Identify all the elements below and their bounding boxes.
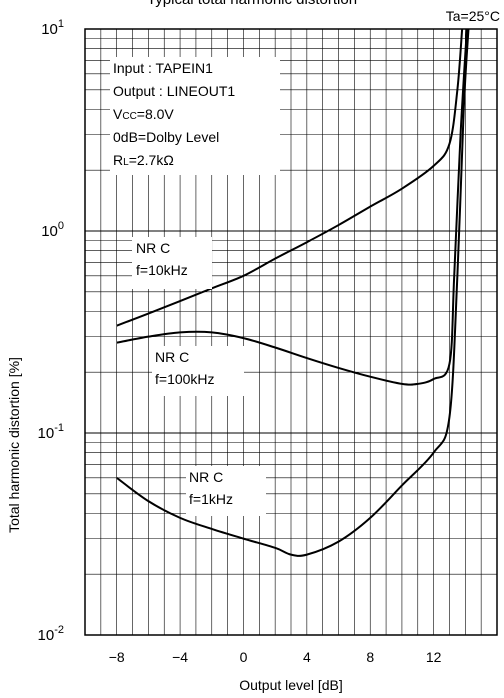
label-bg-10khz <box>132 237 212 289</box>
x-tick-label: −8 <box>109 649 125 665</box>
condition-input: Input : TAPEIN1 <box>113 60 213 76</box>
x-tick-label: −4 <box>172 649 188 665</box>
condition-vcc: VCC=8.0V <box>113 106 174 122</box>
y-tick-label: 100 <box>41 220 64 240</box>
x-tick-label: 8 <box>366 649 374 665</box>
y-axis-ticks: 101 100 10-1 10-2 <box>38 18 64 644</box>
series-line <box>116 28 470 557</box>
series-labels: NR C f=10kHz NR C f=100kHz NR C f=1kHz <box>132 237 266 516</box>
plot-frame <box>84 28 498 636</box>
y-tick-label: 10-2 <box>38 624 64 644</box>
label-100khz-line2: f=100kHz <box>155 371 215 387</box>
label-10khz-line2: f=10kHz <box>136 262 188 278</box>
x-tick-label: 4 <box>303 649 311 665</box>
label-bg-1khz <box>186 466 266 516</box>
x-axis-ticks: −8 −4 0 4 8 12 <box>109 649 442 665</box>
conditions-box: Input : TAPEIN1 Output : LINEOUT1 VCC=8.… <box>110 57 280 175</box>
y-tick-label: 10-1 <box>38 422 64 442</box>
label-1khz-line2: f=1kHz <box>189 491 233 507</box>
temperature-note: Ta=25°C <box>446 8 500 24</box>
series-curves <box>116 28 470 557</box>
label-10khz-line1: NR C <box>136 240 170 256</box>
y-axis-label: Total harmonic distortion [%] <box>6 357 22 533</box>
series-line <box>116 28 468 386</box>
x-axis-label: Output level [dB] <box>239 677 343 693</box>
y-tick-label: 101 <box>41 18 64 38</box>
chart-title: Typical total harmonic distortion <box>147 0 357 8</box>
condition-output: Output : LINEOUT1 <box>113 83 235 99</box>
label-bg-100khz <box>152 346 244 396</box>
label-1khz-line1: NR C <box>189 469 223 485</box>
x-tick-label: 12 <box>426 649 442 665</box>
series-line <box>116 28 464 327</box>
label-100khz-line1: NR C <box>155 349 189 365</box>
x-tick-label: 0 <box>240 649 248 665</box>
condition-rl: RL=2.7kΩ <box>113 152 174 168</box>
conditions-background <box>110 57 280 175</box>
condition-zero-db: 0dB=Dolby Level <box>113 129 219 145</box>
